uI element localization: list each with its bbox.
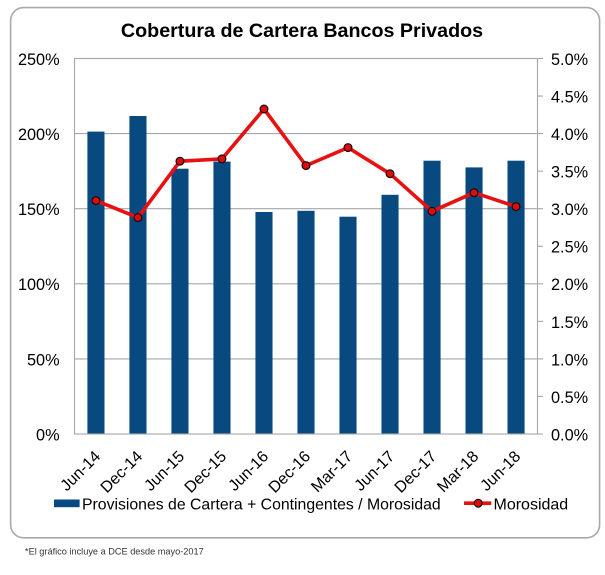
svg-text:0.0%: 0.0% bbox=[551, 426, 588, 444]
svg-text:*El gráfico incluye a DCE desd: *El gráfico incluye a DCE desde mayo-201… bbox=[25, 547, 204, 557]
svg-text:3.5%: 3.5% bbox=[551, 164, 588, 182]
svg-text:Provisiones de Cartera + Conti: Provisiones de Cartera + Contingentes / … bbox=[82, 496, 441, 513]
svg-text:1.5%: 1.5% bbox=[551, 314, 588, 332]
svg-text:5.0%: 5.0% bbox=[551, 51, 588, 69]
svg-text:2.5%: 2.5% bbox=[551, 239, 588, 257]
svg-text:Morosidad: Morosidad bbox=[494, 496, 569, 513]
svg-text:150%: 150% bbox=[18, 201, 60, 219]
svg-text:100%: 100% bbox=[18, 276, 60, 294]
svg-text:Cobertura de Cartera Bancos Pr: Cobertura de Cartera Bancos Privados bbox=[121, 20, 483, 42]
svg-text:50%: 50% bbox=[27, 351, 60, 369]
svg-text:1.0%: 1.0% bbox=[551, 351, 588, 369]
svg-text:250%: 250% bbox=[18, 51, 60, 69]
svg-text:4.5%: 4.5% bbox=[551, 88, 588, 106]
svg-text:3.0%: 3.0% bbox=[551, 201, 588, 219]
svg-text:0.5%: 0.5% bbox=[551, 389, 588, 407]
svg-text:2.0%: 2.0% bbox=[551, 276, 588, 294]
svg-text:200%: 200% bbox=[18, 126, 60, 144]
svg-text:0%: 0% bbox=[36, 426, 60, 444]
svg-text:4.0%: 4.0% bbox=[551, 126, 588, 144]
